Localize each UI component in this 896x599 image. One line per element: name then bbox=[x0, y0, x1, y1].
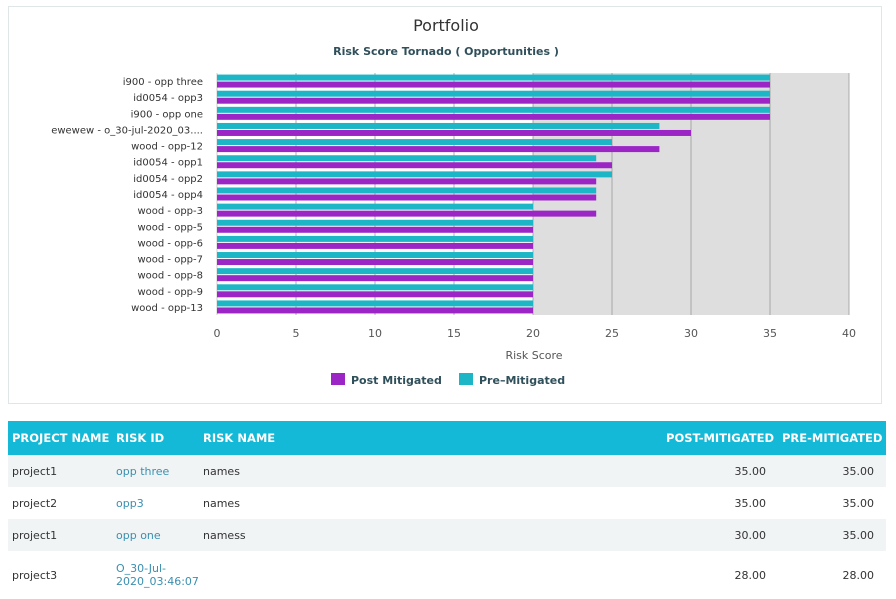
y-category-label: wood - opp-8 bbox=[137, 271, 203, 282]
bar-pre-mitigated bbox=[217, 74, 770, 81]
bar-post-mitigated bbox=[217, 178, 597, 185]
header-project-name[interactable]: PROJECT NAME bbox=[8, 421, 112, 455]
bar-post-mitigated bbox=[217, 129, 691, 136]
bar-pre-mitigated bbox=[217, 300, 533, 307]
cell-project-name: project1 bbox=[8, 455, 112, 487]
cell-risk-name bbox=[199, 551, 617, 599]
legend-label[interactable]: Post Mitigated bbox=[351, 374, 442, 387]
header-post-mitigated[interactable]: POST-MITIGATED bbox=[617, 421, 778, 455]
cell-post-mitigated: 35.00 bbox=[617, 455, 778, 487]
x-tick-label: 0 bbox=[214, 327, 221, 340]
x-tick-label: 30 bbox=[684, 327, 698, 340]
cell-pre-mitigated: 35.00 bbox=[778, 519, 886, 551]
bar-pre-mitigated bbox=[217, 187, 597, 194]
cell-post-mitigated: 35.00 bbox=[617, 487, 778, 519]
y-category-label: id0054 - opp4 bbox=[133, 190, 203, 201]
x-tick-label: 40 bbox=[842, 327, 856, 340]
bar-pre-mitigated bbox=[217, 252, 533, 259]
bar-post-mitigated bbox=[217, 242, 533, 249]
bar-post-mitigated bbox=[217, 146, 660, 153]
legend-swatch[interactable] bbox=[331, 373, 345, 385]
chart-title: Portfolio bbox=[413, 16, 479, 35]
bar-post-mitigated bbox=[217, 97, 770, 104]
bar-post-mitigated bbox=[217, 194, 597, 201]
bar-pre-mitigated bbox=[217, 171, 612, 178]
cell-post-mitigated: 30.00 bbox=[617, 519, 778, 551]
x-tick-label: 25 bbox=[605, 327, 619, 340]
bar-pre-mitigated bbox=[217, 235, 533, 242]
bar-post-mitigated bbox=[217, 226, 533, 233]
bar-pre-mitigated bbox=[217, 106, 770, 113]
bar-pre-mitigated bbox=[217, 122, 660, 129]
risk-id-link[interactable]: opp one bbox=[112, 519, 199, 551]
y-category-label: wood - opp-7 bbox=[137, 255, 203, 266]
x-tick-label: 15 bbox=[447, 327, 461, 340]
y-category-label: ewewew - o_30-jul-2020_03.... bbox=[51, 125, 203, 136]
table-row: project1 opp one namess 30.00 35.00 bbox=[8, 519, 886, 551]
plot-area: 0 5 10 15 20 25 30 35 40 i900 - opp three id0054 -… bbox=[51, 73, 856, 340]
header-risk-name[interactable]: RISK NAME bbox=[199, 421, 617, 455]
y-category-label: wood - opp-9 bbox=[137, 287, 203, 298]
table-row: project2 opp3 names 35.00 35.00 bbox=[8, 487, 886, 519]
y-category-label: wood - opp-6 bbox=[137, 238, 203, 249]
cell-project-name: project2 bbox=[8, 487, 112, 519]
cell-post-mitigated: 28.00 bbox=[617, 551, 778, 599]
bar-post-mitigated bbox=[217, 81, 770, 88]
risk-table: PROJECT NAME RISK ID RISK NAME POST-MITI… bbox=[8, 421, 886, 599]
risk-id-link[interactable]: opp three bbox=[112, 455, 199, 487]
y-category-label: wood - opp-5 bbox=[137, 222, 203, 233]
cell-risk-name: names bbox=[199, 455, 617, 487]
y-category-label: i900 - opp three bbox=[123, 77, 203, 88]
bar-pre-mitigated bbox=[217, 219, 533, 226]
bar-post-mitigated bbox=[217, 275, 533, 282]
table-row: project1 opp three names 35.00 35.00 bbox=[8, 455, 886, 487]
bar-pre-mitigated bbox=[217, 203, 533, 210]
bar-post-mitigated bbox=[217, 210, 597, 217]
x-tick-label: 35 bbox=[763, 327, 777, 340]
bar-pre-mitigated bbox=[217, 90, 770, 97]
y-category-label: id0054 - opp3 bbox=[133, 93, 203, 104]
x-axis-title: Risk Score bbox=[505, 349, 562, 362]
risk-id-link[interactable]: opp3 bbox=[112, 487, 199, 519]
header-pre-mitigated[interactable]: PRE-MITIGATED bbox=[778, 421, 886, 455]
bar-post-mitigated bbox=[217, 307, 533, 314]
cell-risk-name: namess bbox=[199, 519, 617, 551]
chart-legend[interactable]: Post Mitigated Pre–Mitigated bbox=[331, 373, 565, 387]
bar-post-mitigated bbox=[217, 291, 533, 298]
bar-post-mitigated bbox=[217, 113, 770, 120]
y-category-label: wood - opp-13 bbox=[131, 303, 203, 314]
cell-project-name: project1 bbox=[8, 519, 112, 551]
legend-swatch[interactable] bbox=[459, 373, 473, 385]
legend-label[interactable]: Pre–Mitigated bbox=[479, 374, 565, 387]
cell-risk-name: names bbox=[199, 487, 617, 519]
y-category-label: wood - opp-12 bbox=[131, 142, 203, 153]
y-category-label: id0054 - opp1 bbox=[133, 158, 203, 169]
table-header-row: PROJECT NAME RISK ID RISK NAME POST-MITI… bbox=[8, 421, 886, 455]
bar-pre-mitigated bbox=[217, 268, 533, 275]
y-category-label: i900 - opp one bbox=[131, 109, 203, 120]
x-tick-label: 5 bbox=[293, 327, 300, 340]
y-category-label: wood - opp-3 bbox=[137, 206, 203, 217]
chart-subtitle: Risk Score Tornado ( Opportunities ) bbox=[333, 45, 559, 58]
cell-pre-mitigated: 35.00 bbox=[778, 487, 886, 519]
chart-panel: Portfolio Risk Score Tornado ( Opportuni… bbox=[8, 6, 882, 404]
bar-post-mitigated bbox=[217, 162, 612, 169]
cell-project-name: project3 bbox=[8, 551, 112, 599]
risk-id-link[interactable]: O_30-Jul-2020_03:46:07 bbox=[112, 551, 199, 599]
table-row: project3 O_30-Jul-2020_03:46:07 28.00 28… bbox=[8, 551, 886, 599]
x-tick-label: 10 bbox=[368, 327, 382, 340]
x-tick-label: 20 bbox=[526, 327, 540, 340]
bar-pre-mitigated bbox=[217, 155, 597, 162]
bar-pre-mitigated bbox=[217, 139, 612, 146]
header-risk-id[interactable]: RISK ID bbox=[112, 421, 199, 455]
cell-pre-mitigated: 28.00 bbox=[778, 551, 886, 599]
bar-post-mitigated bbox=[217, 259, 533, 266]
cell-pre-mitigated: 35.00 bbox=[778, 455, 886, 487]
y-category-label: id0054 - opp2 bbox=[133, 174, 203, 185]
bar-pre-mitigated bbox=[217, 284, 533, 291]
risk-score-tornado-chart: Portfolio Risk Score Tornado ( Opportuni… bbox=[51, 16, 856, 387]
